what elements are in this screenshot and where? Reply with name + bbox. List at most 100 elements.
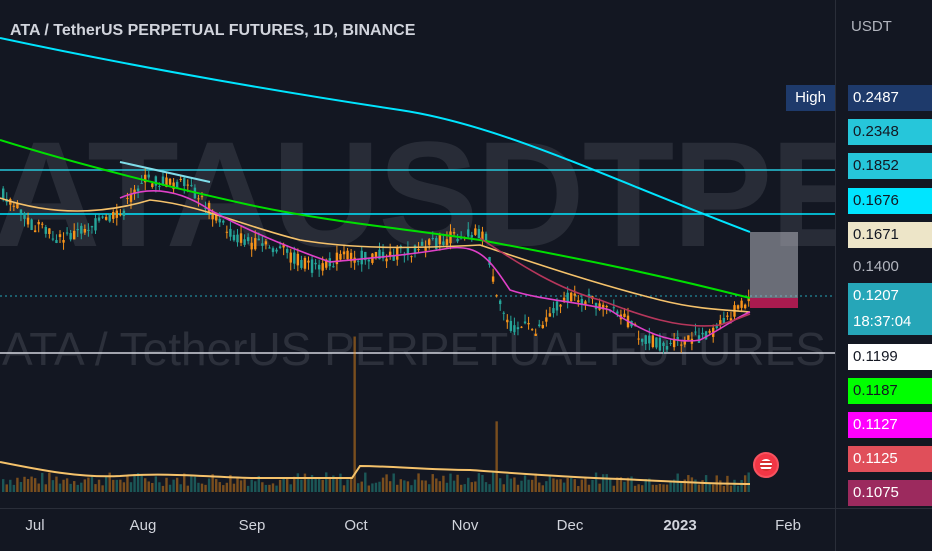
candle-body (594, 302, 598, 310)
volume-bar (637, 484, 640, 492)
time-label: Sep (238, 517, 266, 534)
price-chart-canvas[interactable] (0, 0, 835, 508)
bar-countdown: 18:37:04 (848, 309, 932, 335)
volume-bar (112, 479, 115, 492)
candle-body (229, 228, 232, 237)
candle-body (2, 188, 5, 199)
candle-body (321, 263, 324, 271)
chart-pane[interactable]: ATAUSDTPERP, 1D ATA / TetherUS PERPETUAL… (0, 0, 835, 508)
candle-body (399, 245, 402, 248)
volume-bar (541, 485, 544, 492)
price-scale[interactable]: USDT 0.2487 0.2348 0.1852 0.1676 0.1671 … (835, 0, 932, 508)
candle-body (428, 239, 431, 245)
ma-cyan-line (0, 37, 751, 233)
candle-body (573, 293, 576, 296)
candle-body (278, 246, 282, 248)
volume-bar (630, 476, 633, 492)
candle-body (378, 249, 381, 260)
volume-bar (364, 472, 367, 492)
volume-bar (371, 483, 374, 492)
candle-body (271, 248, 275, 253)
volume-bar (584, 477, 587, 492)
volume-bar (69, 483, 72, 492)
volume-bar (385, 474, 388, 492)
candle-body (122, 210, 126, 217)
candle-body (424, 247, 427, 251)
volume-bar (435, 478, 438, 492)
price-label-level: 0.1671 (848, 222, 932, 248)
time-scale[interactable]: Jul Aug Sep Oct Nov Dec 2023 Feb (0, 508, 835, 551)
volume-bar (548, 474, 552, 492)
ma-orange-line (0, 197, 751, 313)
volume-bar (104, 476, 108, 492)
candle-body (246, 237, 250, 242)
volume-bar (239, 480, 243, 492)
volume-bar (286, 478, 289, 492)
volume-bar (278, 479, 282, 492)
volume-bar (733, 479, 736, 492)
candle-body (87, 229, 90, 231)
candle-body (538, 324, 541, 327)
candle-body (76, 229, 79, 231)
volume-bar (346, 479, 349, 492)
candle-body (623, 313, 626, 317)
time-label: Nov (451, 517, 479, 534)
volume-bar (633, 485, 637, 492)
candle-body (658, 337, 662, 351)
candle-body (225, 231, 229, 233)
candle-body (736, 305, 740, 309)
volume-bar (158, 482, 161, 492)
volume-bar (325, 472, 328, 492)
volume-bar (683, 479, 686, 492)
candle-body (502, 312, 505, 314)
volume-bar (420, 480, 424, 492)
candle-body (112, 211, 115, 219)
volume-bar (126, 475, 129, 492)
candle-body (506, 319, 509, 323)
ma-magenta-line (119, 190, 751, 342)
candle-body (300, 259, 303, 268)
candle-body (420, 241, 424, 246)
volume-bar (381, 477, 385, 492)
candle-body (513, 325, 516, 333)
volume-bar (289, 484, 292, 492)
volume-bar (76, 484, 79, 492)
volume-bar (151, 482, 154, 492)
volume-bar (23, 476, 26, 492)
candle-body (104, 216, 108, 220)
candle-body (154, 176, 158, 186)
volume-bar (445, 482, 449, 492)
last-price-label: 0.1207 (848, 283, 932, 309)
candle-body (722, 317, 726, 324)
volume-bar (658, 483, 662, 492)
volume-bar (254, 481, 257, 492)
candle-body (119, 213, 122, 216)
candle-body (743, 304, 747, 309)
volume-bar (33, 478, 37, 492)
economic-event-button[interactable] (753, 452, 779, 478)
volume-bar (616, 477, 619, 492)
volume-bar (129, 482, 133, 492)
volume-bar (619, 477, 623, 492)
volume-bar (530, 479, 534, 492)
candle-body (254, 238, 257, 250)
volume-bar (193, 476, 197, 492)
volume-bar (282, 478, 285, 492)
volume-bar (495, 421, 498, 492)
volume-bar (378, 481, 381, 492)
volume-bar (332, 475, 335, 492)
scale-corner[interactable] (835, 508, 932, 551)
volume-bar (701, 480, 704, 492)
volume-bar (90, 475, 94, 492)
candle-body (648, 335, 651, 344)
candle-body (683, 340, 686, 345)
candle-body (179, 178, 182, 180)
candle-body (317, 264, 321, 270)
volume-bar (165, 477, 168, 492)
volume-bar (257, 475, 260, 492)
volume-bar (62, 479, 65, 492)
currency-label[interactable]: USDT (851, 18, 892, 35)
candle-body (680, 344, 683, 346)
time-label: Jul (25, 517, 45, 534)
candle-body (268, 247, 271, 249)
